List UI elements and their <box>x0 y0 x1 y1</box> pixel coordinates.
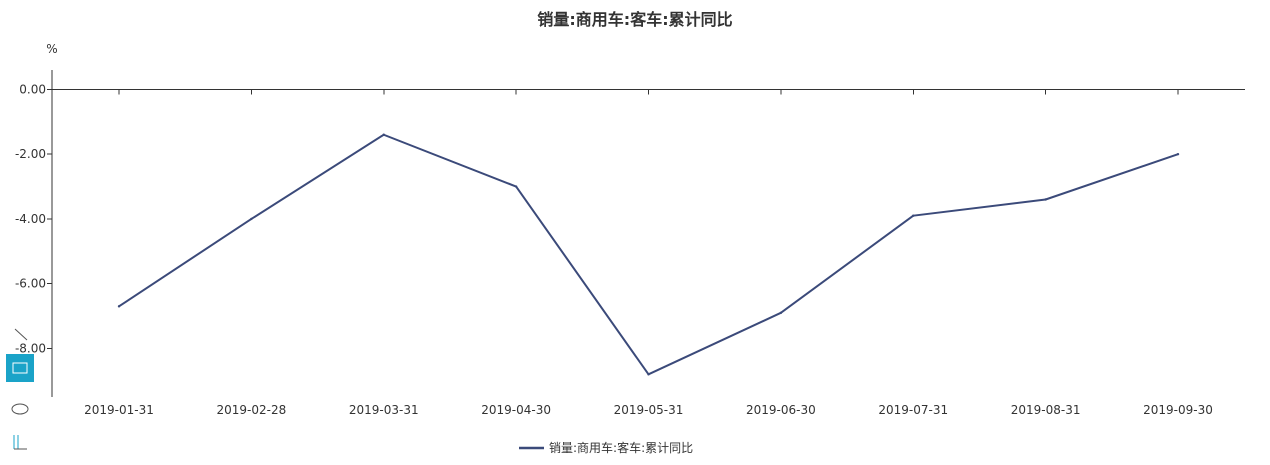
legend[interactable]: 销量:商用车:客车:累计同比 <box>519 440 693 455</box>
y-axis: 0.00 -2.00 -4.00 -6.00 -8.00 <box>15 70 53 397</box>
y-tick-label: -4.00 <box>15 212 46 226</box>
lasso-select-tool[interactable] <box>6 392 34 420</box>
clear-select-icon <box>13 435 27 450</box>
x-tick-label: 2019-05-31 <box>614 403 684 417</box>
data-point[interactable] <box>912 214 915 217</box>
data-point[interactable] <box>779 311 783 315</box>
data-point[interactable] <box>117 305 121 308</box>
x-tick-label: 2019-04-30 <box>481 403 551 417</box>
y-unit-label: % <box>46 42 57 56</box>
data-point[interactable] <box>1044 198 1047 201</box>
brush-toolbox <box>6 320 34 455</box>
x-tick-label: 2019-01-31 <box>84 403 154 417</box>
line-select-icon <box>14 328 28 341</box>
data-point[interactable] <box>250 217 253 221</box>
x-tick-label: 2019-03-31 <box>349 403 419 417</box>
y-tick-label: -2.00 <box>15 147 46 161</box>
line-select-tool[interactable] <box>6 320 34 348</box>
lasso-select-icon <box>11 403 29 415</box>
plot-area <box>117 133 1180 376</box>
x-tick-label: 2019-09-30 <box>1143 403 1213 417</box>
chart-title: 销量:商用车:客车:累计同比 <box>537 10 732 29</box>
y-tick-label: -6.00 <box>15 277 46 291</box>
x-axis: 2019-01-31 2019-02-28 2019-03-31 2019-04-30… <box>52 88 1245 417</box>
clear-select-tool[interactable] <box>6 426 34 454</box>
data-point[interactable] <box>382 133 385 136</box>
y-tick-label: 0.00 <box>19 82 46 96</box>
y-tick-label: -8.00 <box>15 341 46 355</box>
data-point[interactable] <box>647 373 650 376</box>
data-point[interactable] <box>1176 152 1180 156</box>
x-tick-label: 2019-07-31 <box>878 403 948 417</box>
x-tick-label: 2019-02-28 <box>217 403 287 417</box>
rect-select-icon <box>12 362 28 374</box>
x-tick-label: 2019-08-31 <box>1011 403 1081 417</box>
rect-select-tool[interactable] <box>6 354 34 382</box>
x-tick-label: 2019-06-30 <box>746 403 816 417</box>
legend-label: 销量:商用车:客车:累计同比 <box>549 440 693 455</box>
data-point[interactable] <box>514 185 518 188</box>
series-line[interactable] <box>118 133 1179 376</box>
